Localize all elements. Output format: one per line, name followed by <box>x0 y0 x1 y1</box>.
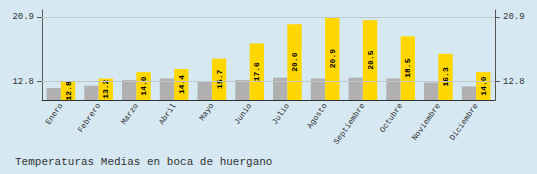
svg-text:20.5: 20.5 <box>366 50 375 69</box>
svg-text:Febrero: Febrero <box>76 101 103 134</box>
svg-text:Octubre: Octubre <box>378 101 405 134</box>
svg-text:Mayo: Mayo <box>197 101 216 122</box>
svg-text:Junio: Junio <box>232 101 253 126</box>
svg-text:12.8: 12.8 <box>503 77 525 87</box>
svg-text:Temperaturas Medias en boca de: Temperaturas Medias en boca de huergano <box>15 156 272 168</box>
svg-text:12.8: 12.8 <box>12 77 34 87</box>
svg-text:14.0: 14.0 <box>479 76 488 95</box>
svg-text:14.0: 14.0 <box>139 76 148 95</box>
svg-text:20.9: 20.9 <box>328 49 337 68</box>
svg-text:Marzo: Marzo <box>119 101 140 126</box>
svg-text:20.9: 20.9 <box>12 12 34 22</box>
svg-text:Septiembre: Septiembre <box>332 101 367 146</box>
svg-text:20.0: 20.0 <box>290 52 299 71</box>
svg-text:17.6: 17.6 <box>252 62 261 81</box>
svg-text:Noviembre: Noviembre <box>410 101 442 142</box>
svg-text:Julio: Julio <box>270 101 291 126</box>
svg-text:20.9: 20.9 <box>503 12 525 22</box>
svg-text:Abril: Abril <box>157 101 178 126</box>
svg-text:16.3: 16.3 <box>441 67 450 86</box>
svg-text:Diciembre: Diciembre <box>448 101 480 142</box>
svg-text:15.7: 15.7 <box>215 69 224 88</box>
svg-text:18.5: 18.5 <box>403 58 412 77</box>
svg-text:13.2: 13.2 <box>101 79 110 98</box>
svg-text:Enero: Enero <box>43 101 64 126</box>
svg-text:12.8: 12.8 <box>64 81 73 100</box>
svg-text:14.4: 14.4 <box>177 75 186 94</box>
svg-text:Agosto: Agosto <box>305 101 329 130</box>
